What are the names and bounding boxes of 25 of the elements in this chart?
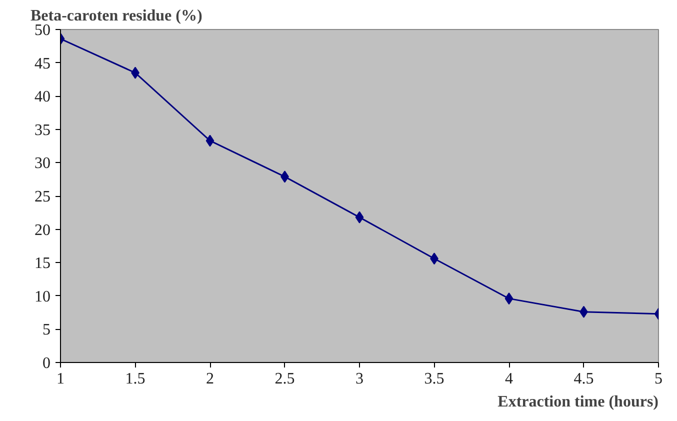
y-tick-label: 35 <box>34 122 50 139</box>
x-axis-title: Extraction time (hours) <box>498 394 658 410</box>
x-tick-label: 2 <box>206 370 214 388</box>
point <box>206 134 214 147</box>
x-tick-label: 4.5 <box>574 370 594 388</box>
x-tick-label: 2.5 <box>274 370 295 388</box>
x-tick-label: 1 <box>56 370 64 388</box>
x-tick-label: 3.5 <box>424 370 444 388</box>
x-tick-label: 1.5 <box>125 370 146 388</box>
y-tick-label: 10 <box>34 288 50 306</box>
y-axis-title: Beta-caroten residue (%) <box>30 8 202 24</box>
y-tick-label: 25 <box>34 188 50 206</box>
point <box>504 292 514 305</box>
y-tick-label: 45 <box>34 55 50 72</box>
x-tick-label: 5 <box>654 370 662 388</box>
point <box>355 211 364 224</box>
x-tick-label: 3 <box>356 370 364 388</box>
y-tick-label: 20 <box>34 222 50 239</box>
x-tick-label: 4 <box>505 370 513 388</box>
y-tick-label: 15 <box>34 255 50 272</box>
y-tick-label: 50 <box>34 22 50 39</box>
y-tick-label: 5 <box>42 322 50 339</box>
y-tick-label: 30 <box>34 155 50 172</box>
y-tick-label: 0 <box>42 355 50 372</box>
y-tick-label: 40 <box>34 88 50 106</box>
